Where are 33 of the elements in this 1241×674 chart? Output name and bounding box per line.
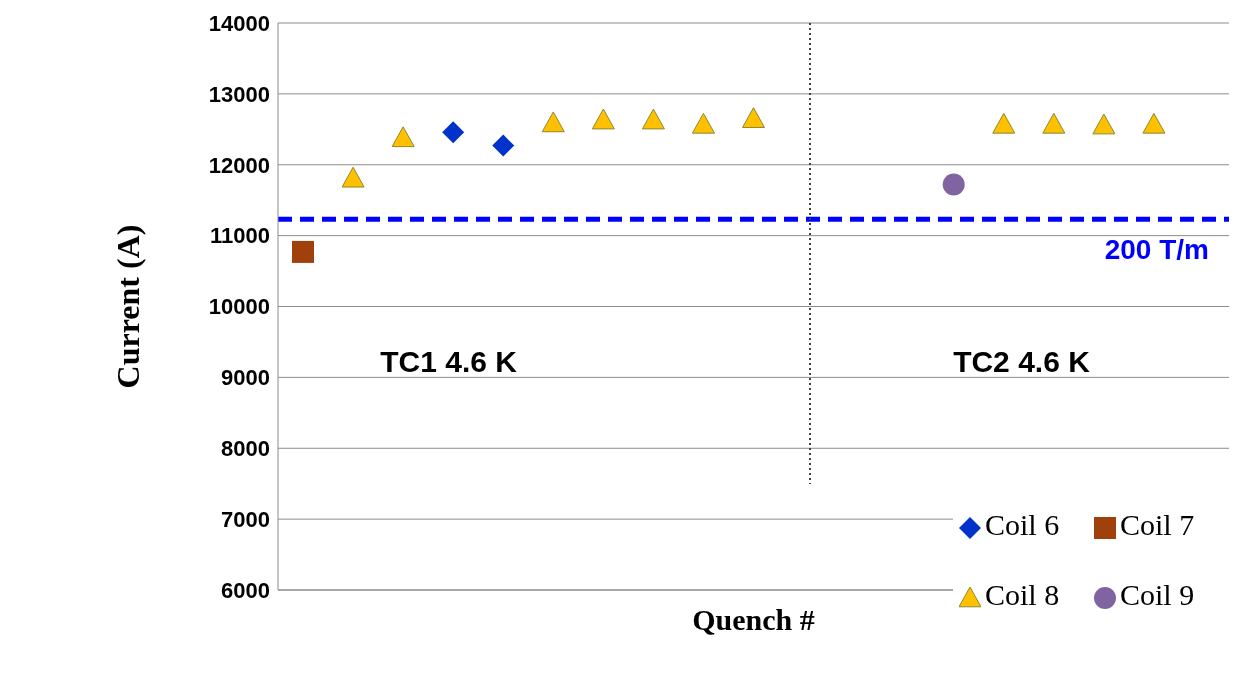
point xyxy=(292,240,315,263)
point xyxy=(1142,112,1166,134)
y-tick-label: 8000 xyxy=(221,436,270,462)
legend-label: Coil 6 xyxy=(984,508,1061,542)
point xyxy=(992,112,1016,134)
point xyxy=(641,108,665,130)
point xyxy=(341,166,365,188)
y-tick-label: 12000 xyxy=(208,152,270,178)
legend-label: Coil 9 xyxy=(1119,578,1196,612)
y-tick-label: 6000 xyxy=(221,577,270,603)
y-tick-label: 10000 xyxy=(208,294,270,320)
y-axis-title: Current (A) xyxy=(110,224,147,389)
x-axis-title: Quench # xyxy=(692,603,815,636)
point xyxy=(591,108,615,130)
legend-label: Coil 8 xyxy=(984,578,1061,612)
point xyxy=(942,173,965,196)
point xyxy=(1092,113,1116,135)
y-tick-label: 11000 xyxy=(210,223,270,249)
annotation: TC2 4.6 K xyxy=(953,344,1090,379)
point xyxy=(442,121,465,144)
point xyxy=(391,126,415,148)
point xyxy=(691,112,715,134)
point xyxy=(492,134,515,157)
point xyxy=(742,107,765,128)
y-tick-label: 9000 xyxy=(221,365,270,391)
point xyxy=(541,111,565,133)
ref-line-label: 200 T/m xyxy=(1104,234,1209,266)
legend-label: Coil 7 xyxy=(1119,508,1196,542)
y-tick-label: 7000 xyxy=(221,506,270,532)
point xyxy=(1042,112,1066,134)
y-tick-label: 13000 xyxy=(208,81,270,107)
y-tick-label: 14000 xyxy=(208,10,270,36)
annotation: TC1 4.6 K xyxy=(380,344,517,379)
